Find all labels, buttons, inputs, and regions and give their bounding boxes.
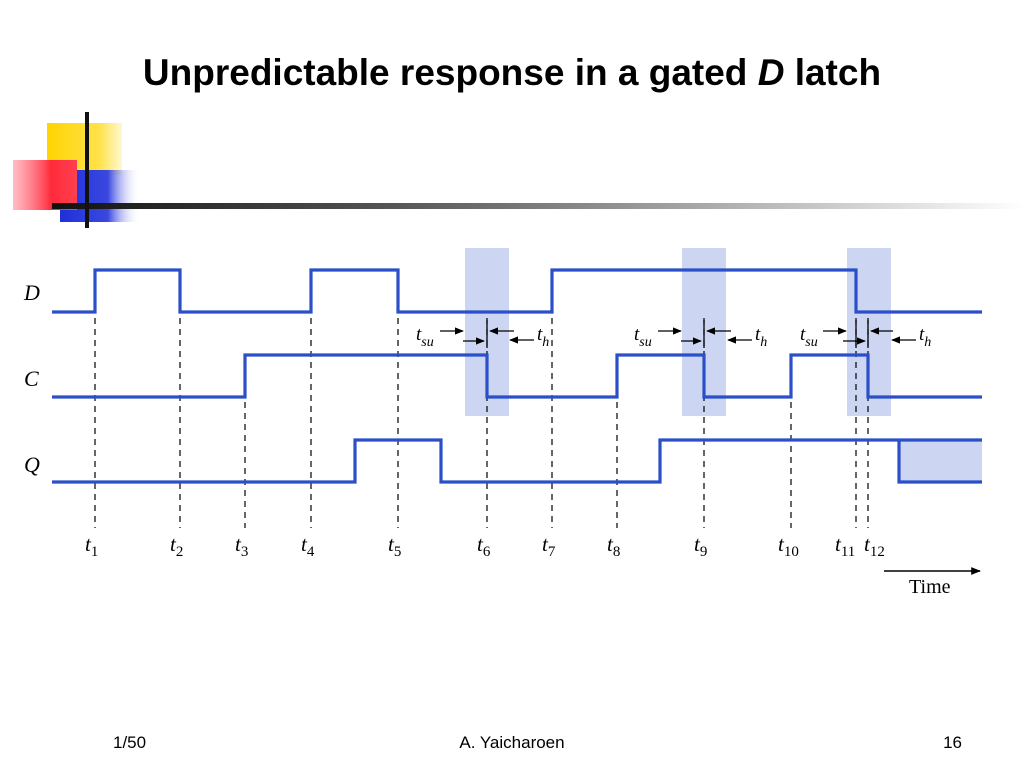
signal-label-c: C: [24, 366, 39, 391]
signal-label-q: Q: [24, 452, 40, 477]
time-label-t2: t2: [170, 532, 183, 560]
waveform-c: [52, 353, 982, 399]
slide-title: Unpredictable response in a gated D latc…: [0, 52, 1024, 94]
footer-slide-number: 16: [943, 733, 962, 752]
time-label-t8: t8: [607, 532, 620, 560]
footer-page-count: 1/50: [113, 733, 147, 752]
time-guides: [94, 318, 869, 528]
waveform-q-alt: [897, 440, 982, 484]
time-axis-label: Time: [909, 576, 951, 598]
svg-text:th: th: [919, 324, 931, 350]
footer-author: A. Yaicharoen: [459, 733, 565, 752]
svg-text:th: th: [755, 324, 767, 350]
deco-vertical-rule: [85, 112, 89, 228]
slide-decoration: [13, 112, 1024, 228]
time-label-t3: t3: [235, 532, 248, 560]
title-main: Unpredictable response in a gated: [142, 52, 758, 93]
time-label-t7: t7: [542, 532, 556, 560]
deco-red-square: [13, 160, 77, 210]
time-label-t5: t5: [388, 532, 401, 560]
time-label-t6: t6: [477, 532, 491, 560]
time-label-t4: t4: [301, 532, 315, 560]
waveform-d: [52, 268, 982, 314]
timing-annotation-1: tsu th: [416, 320, 549, 350]
timing-annotation-2: tsu th: [634, 320, 767, 350]
signal-label-d: D: [23, 280, 40, 305]
q-undetermined-region: [899, 440, 982, 483]
svg-text:th: th: [537, 324, 549, 350]
svg-text:tsu: tsu: [416, 324, 434, 350]
title-end: latch: [784, 52, 882, 93]
svg-text:tsu: tsu: [800, 324, 818, 350]
deco-horizontal-rule: [52, 203, 1024, 209]
time-label-t9: t9: [694, 532, 707, 560]
waveform-q: [52, 438, 982, 484]
time-label-t10: t10: [778, 532, 799, 560]
timing-annotation-3: tsu th: [800, 320, 931, 350]
timing-diagram: D C Q tsu th tsu th tsu th t1 t2 t3 t4 t…: [23, 248, 982, 598]
time-label-t1: t1: [85, 532, 98, 560]
time-label-t11: t11: [835, 532, 855, 560]
svg-text:tsu: tsu: [634, 324, 652, 350]
time-label-t12: t12: [864, 532, 885, 560]
title-variable: D: [757, 52, 785, 93]
